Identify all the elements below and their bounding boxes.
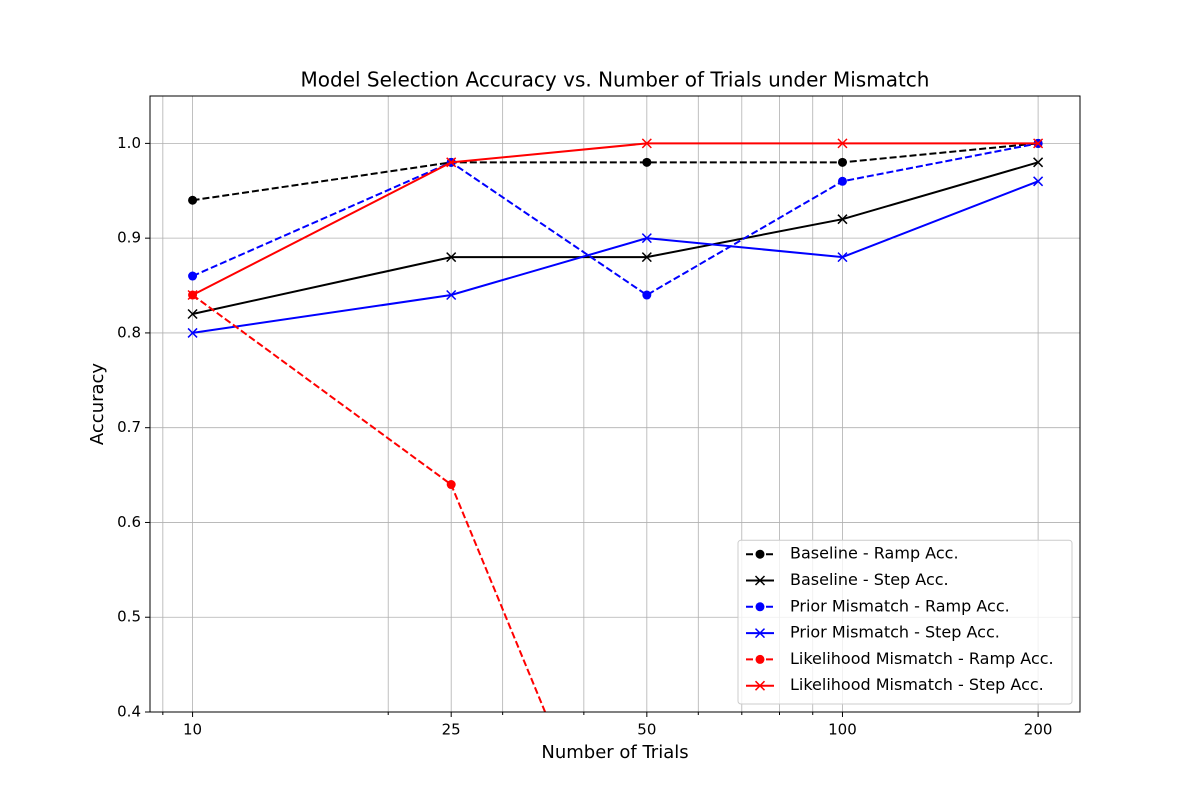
marker: [837, 252, 848, 263]
legend-marker: [755, 654, 765, 664]
legend-label: Likelihood Mismatch - Ramp Acc.: [790, 649, 1054, 668]
marker: [188, 195, 198, 205]
marker: [641, 138, 652, 149]
series-line: [192, 142, 1039, 202]
x-tick-label: 100: [828, 721, 857, 739]
legend-marker: [754, 680, 766, 691]
marker: [446, 289, 457, 301]
marker: [446, 252, 457, 263]
axes-frame: [149, 95, 1081, 713]
axes: 0.4 0.5 0.6 0.7 0.8 0.9 1.0 10 25 50 100 200: [117, 134, 1052, 739]
legend-box: [737, 539, 1073, 705]
marker: [1033, 138, 1044, 149]
marker: [187, 308, 198, 319]
y-tick-label: 0.4: [117, 703, 141, 721]
x-tick-label: 200: [1024, 721, 1053, 739]
x-axis-label: Number of Trials: [541, 742, 688, 763]
y-tick-label: 0.9: [117, 229, 141, 247]
legend: Baseline - Ramp Acc. Baseline - Step Acc.…: [737, 539, 1073, 705]
marker: [187, 289, 198, 301]
legend-label: Baseline - Ramp Acc.: [790, 544, 959, 563]
y-axis-label: Accuracy: [87, 363, 108, 446]
legend-marker: [754, 575, 766, 586]
marker: [837, 176, 847, 186]
series-line: [192, 142, 1039, 297]
marker: [642, 290, 652, 300]
x-tick-label: 50: [637, 721, 656, 739]
marker: [837, 138, 848, 149]
chart-title: Model Selection Accuracy vs. Number of T…: [301, 68, 930, 92]
y-tick-label: 1.0: [117, 134, 141, 152]
x-tick-label: 25: [442, 721, 461, 739]
marker: [188, 271, 198, 281]
marker: [641, 233, 652, 244]
plot-area: [187, 138, 1044, 712]
y-tick-label: 0.5: [117, 608, 141, 626]
legend-label: Likelihood Mismatch - Step Acc.: [790, 675, 1044, 694]
marker: [641, 252, 652, 263]
legend-label: Baseline - Step Acc.: [790, 570, 949, 589]
marker: [446, 157, 457, 168]
y-tick-label: 0.7: [117, 418, 141, 436]
legend-label: Prior Mismatch - Ramp Acc.: [790, 596, 1010, 615]
marker: [1033, 176, 1044, 187]
marker: [1033, 157, 1044, 168]
marker: [187, 327, 198, 338]
y-tick-label: 0.8: [117, 323, 141, 341]
legend-marker: [754, 628, 766, 639]
marker: [837, 157, 847, 167]
legend-marker: [755, 549, 765, 559]
legend-label: Prior Mismatch - Step Acc.: [790, 623, 1000, 642]
marker: [642, 157, 652, 167]
y-tick-label: 0.6: [117, 513, 141, 531]
x-tick-label: 10: [183, 721, 202, 739]
legend-marker: [755, 602, 765, 612]
marker: [446, 480, 456, 490]
marker: [837, 214, 848, 225]
